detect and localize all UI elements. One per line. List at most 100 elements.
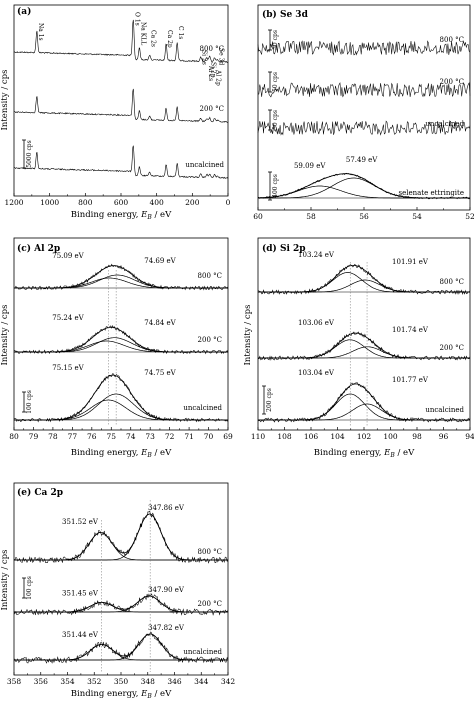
- panel-d-trace-1-spectrum: [257, 331, 471, 361]
- panel-e-scalebar-label: 100 cps: [26, 576, 33, 600]
- panel-e-peak-label: 351.44 eV: [62, 631, 99, 639]
- panel-d-xtick-label: 108: [277, 432, 292, 441]
- panel-d-title: (d) Si 2p: [262, 243, 306, 254]
- panel-c-trace-1-envelope: [14, 326, 228, 353]
- panel-c-peak-label: 75.09 eV: [52, 252, 84, 260]
- panel-d-peak-label: 103.06 eV: [298, 319, 335, 327]
- panel-d-peak-label: 101.74 eV: [392, 326, 429, 334]
- panel-c-scalebar-label: 100 cps: [26, 390, 33, 414]
- panel-e-trace-label: uncalcined: [183, 648, 222, 656]
- panel-c-peak-label: 74.69 eV: [144, 257, 176, 265]
- panel-b-scalebar-1-label: 50 cps: [272, 72, 279, 92]
- panel-a-peak-label: Si 2p: [210, 62, 217, 78]
- panel-e-xtick-label: 356: [34, 677, 49, 686]
- panel-e-peak-label: 351.52 eV: [62, 518, 99, 526]
- panel-d-xtick-label: 94: [465, 432, 474, 441]
- panel-e-trace-label: 200 °C: [198, 600, 222, 608]
- panel-b-spectrum-0: [257, 40, 471, 56]
- panel-a-ylabel: Intensity / cps: [0, 70, 10, 131]
- panel-c-ylabel: Intensity / cps: [0, 305, 10, 366]
- panel-e-trace-0-component-1: [14, 532, 228, 561]
- panel-c-trace-label: uncalcined: [183, 404, 222, 412]
- panel-c-trace-1-spectrum: [13, 324, 229, 355]
- panel-c-trace-1-component-2: [14, 337, 228, 353]
- panel-d-peak-label: 103.04 eV: [298, 369, 335, 377]
- panel-a-peak-label: Na KLL: [139, 22, 146, 45]
- panel-e-ylabel: Intensity / cps: [0, 550, 10, 611]
- panel-a-trace-label: 800 °C: [200, 45, 224, 53]
- panel-c-xtick-label: 79: [29, 432, 39, 441]
- panel-e-xtick-label: 358: [7, 677, 22, 686]
- panel-d-scalebar-label: 200 cps: [266, 388, 273, 412]
- panel-a-peak-label: C 1s: [177, 26, 184, 39]
- panel-e-peak-label: 351.45 eV: [62, 590, 99, 598]
- panel-d-trace-0-envelope: [258, 264, 470, 293]
- panel-c-trace-0-spectrum: [13, 263, 229, 291]
- panel-a-xtick-label: 1000: [40, 198, 59, 207]
- panel-a-trace-label: 200 °C: [200, 105, 224, 113]
- panel-a-peak-label: Al 2p: [215, 69, 222, 86]
- panel-c-title: (c) Al 2p: [17, 243, 60, 254]
- panel-d-trace-label: uncalcined: [425, 406, 464, 414]
- panel-d-peak-label: 101.77 eV: [392, 376, 429, 384]
- panel-e-trace-0-spectrum: [13, 510, 229, 564]
- panel-b-title: (b) Se 3d: [262, 9, 309, 20]
- panel-a-xlabel: Binding energy, EB / eV: [71, 210, 172, 221]
- panel-e-xtick-label: 346: [167, 677, 182, 686]
- panel-e-peak-label: 347.86 eV: [148, 504, 185, 512]
- panel-c-xtick-label: 70: [204, 432, 214, 441]
- panel-e-xtick-label: 342: [221, 677, 236, 686]
- panel-d-trace-2-envelope: [258, 383, 470, 421]
- panel-b-trace-label: selenate ettringite: [398, 189, 464, 197]
- panel-c-peak-label: 75.15 eV: [52, 364, 84, 372]
- panel-c-peak-label: 74.84 eV: [144, 319, 176, 327]
- panel-e-trace-0-component-2: [14, 513, 228, 561]
- panel-b-trace-label: 200 °C: [440, 78, 464, 86]
- panel-a-xtick-label: 200: [185, 198, 200, 207]
- panel-b-xtick-label: 56: [359, 212, 369, 221]
- panel-c-peak-label: 75.24 eV: [52, 314, 84, 322]
- panel-b-peak-label: 59.09 eV: [294, 162, 326, 170]
- panel-c-trace-0-component-1: [14, 277, 228, 289]
- panel-b-xtick-label: 58: [306, 212, 316, 221]
- panel-e-xtick-label: 354: [60, 677, 75, 686]
- panel-d-xtick-label: 100: [383, 432, 398, 441]
- panel-a-spectrum-2: [13, 145, 229, 179]
- panel-b-trace-label: uncalcined: [425, 120, 464, 128]
- panel-e-xtick-label: 352: [87, 677, 102, 686]
- panel-d-trace-2-spectrum: [257, 382, 471, 423]
- panel-a-xtick-label: 600: [114, 198, 129, 207]
- panel-d-xtick-label: 106: [304, 432, 319, 441]
- panel-e-frame: [13, 482, 229, 676]
- panel-a-peak-label: O 1s: [133, 12, 140, 26]
- panel-a-spectrum-1: [13, 88, 229, 123]
- panel-c-trace-1-component-1: [14, 340, 228, 353]
- panel-a-peak-label: Ca 2p: [166, 30, 173, 48]
- panel-d-xlabel: Binding energy, EB / eV: [314, 448, 415, 459]
- panel-d-frame: [257, 237, 471, 431]
- panel-a-xtick-label: 800: [78, 198, 93, 207]
- panel-c-trace-label: 200 °C: [198, 336, 222, 344]
- panel-c-xtick-label: 76: [87, 432, 97, 441]
- panel-d-xtick-label: 110: [251, 432, 266, 441]
- panel-a-peak-label: Se 3d: [218, 48, 225, 65]
- panel-d-ylabel: Intensity / cps: [243, 305, 253, 366]
- panel-c-xtick-label: 71: [184, 432, 194, 441]
- panel-d-trace-0-spectrum: [257, 263, 471, 295]
- panel-d-xtick-label: 102: [357, 432, 372, 441]
- panel-e-xtick-label: 350: [114, 677, 129, 686]
- panel-c-xtick-label: 72: [165, 432, 175, 441]
- panel-b-xtick-label: 54: [412, 212, 422, 221]
- panel-c-xlabel: Binding energy, EB / eV: [71, 448, 172, 459]
- panel-c-xtick-label: 78: [48, 432, 58, 441]
- panel-d-xtick-label: 104: [330, 432, 345, 441]
- panel-b-scalebar-0-label: 50 cps: [272, 30, 279, 50]
- panel-b-scalebar-2-label: 50 cps: [272, 110, 279, 130]
- panel-a-peak-label: Al 2s: [207, 65, 214, 81]
- panel-c-xtick-label: 80: [9, 432, 19, 441]
- panel-c-trace-0-envelope: [14, 265, 228, 289]
- panel-c-xtick-label: 69: [223, 432, 233, 441]
- panel-e-trace-0-envelope: [14, 513, 228, 561]
- panel-b-xtick-label: 52: [465, 212, 474, 221]
- panel-c-xtick-label: 75: [106, 432, 116, 441]
